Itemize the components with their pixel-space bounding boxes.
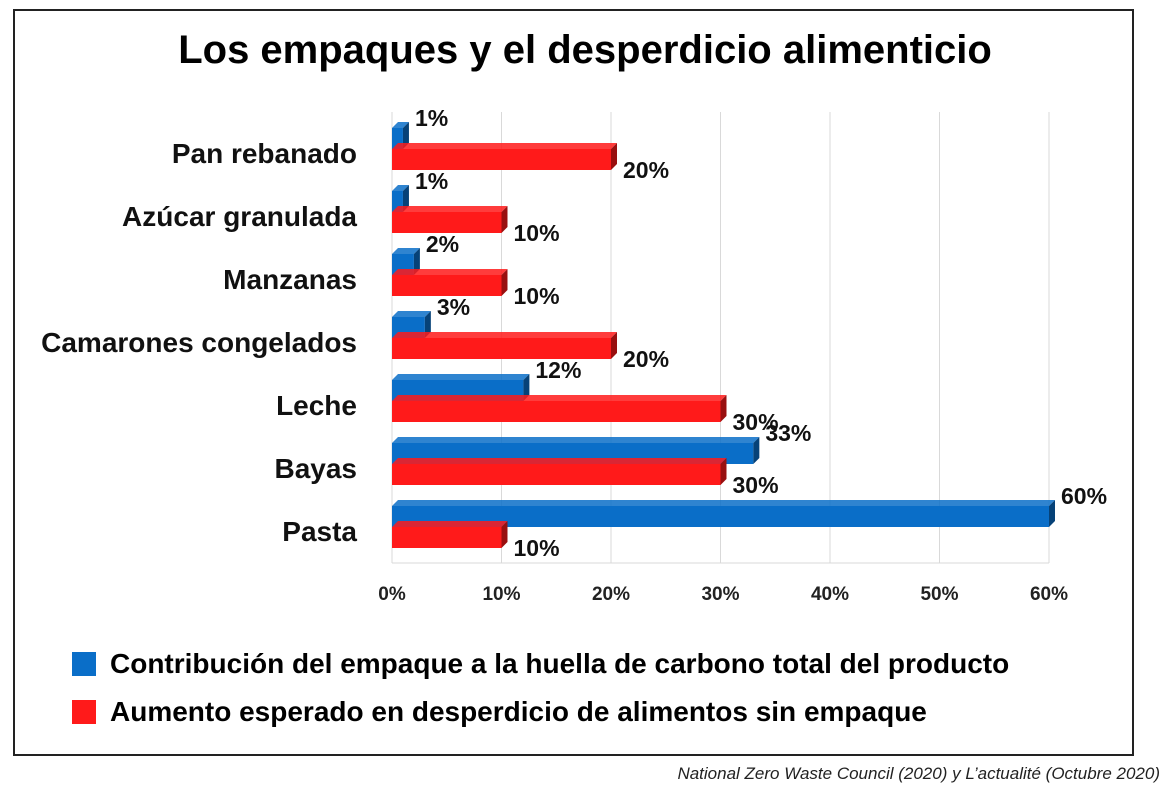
x-tick-label-0: 0% xyxy=(378,584,406,605)
bar-side-0-2 xyxy=(413,248,420,275)
bar-side-0-3 xyxy=(424,311,431,338)
x-tick-label-2: 20% xyxy=(592,584,630,605)
x-tick-label-4: 40% xyxy=(811,584,849,605)
data-label-1-3: 20% xyxy=(623,346,669,372)
chart-title: Los empaques y el desperdicio alimentici… xyxy=(178,28,992,72)
data-label-1-2: 10% xyxy=(514,283,560,309)
bar-0-6 xyxy=(392,506,1049,527)
category-label-6: Pasta xyxy=(282,516,357,547)
data-label-1-4: 30% xyxy=(733,409,779,435)
data-label-1-6: 10% xyxy=(514,535,560,561)
bar-top-0-1 xyxy=(392,185,409,191)
data-label-0-5: 33% xyxy=(765,420,811,446)
category-label-1: Azúcar granulada xyxy=(122,201,357,232)
legend-label-packaging: Contribución del empaque a la huella de … xyxy=(110,648,1010,679)
legend: Contribución del empaque a la huella de … xyxy=(72,640,1009,736)
bar-top-0-6 xyxy=(392,500,1055,506)
bar-1-3 xyxy=(392,338,611,359)
bar-top-1-2 xyxy=(392,269,508,275)
bar-side-1-2 xyxy=(501,269,508,296)
data-label-0-1: 1% xyxy=(415,168,448,194)
bar-side-0-6 xyxy=(1049,500,1055,527)
bar-1-5 xyxy=(392,464,721,485)
legend-label-waste: Aumento esperado en desperdicio de alime… xyxy=(110,696,927,727)
bar-side-0-1 xyxy=(402,185,409,212)
data-label-1-0: 20% xyxy=(623,157,669,183)
bar-top-1-4 xyxy=(392,395,727,401)
legend-swatch-blue xyxy=(72,652,96,676)
legend-item-waste: Aumento esperado en desperdicio de alime… xyxy=(72,688,1009,736)
bar-top-1-0 xyxy=(392,143,617,149)
bar-1-6 xyxy=(392,527,502,548)
category-label-0: Pan rebanado xyxy=(172,138,357,169)
x-tick-label-5: 50% xyxy=(920,584,958,605)
source-note: National Zero Waste Council (2020) y L’a… xyxy=(677,764,1160,783)
bar-side-1-4 xyxy=(720,395,727,422)
category-label-5: Bayas xyxy=(274,453,357,484)
bar-side-1-3 xyxy=(611,332,617,359)
bar-side-1-0 xyxy=(611,143,617,170)
bar-top-0-0 xyxy=(392,122,409,128)
bar-top-0-2 xyxy=(392,248,420,254)
bar-side-1-6 xyxy=(501,521,508,548)
category-label-4: Leche xyxy=(276,390,357,421)
category-label-2: Manzanas xyxy=(223,264,357,295)
bar-side-0-5 xyxy=(753,437,760,464)
legend-swatch-red xyxy=(72,700,96,724)
bar-top-1-3 xyxy=(392,332,617,338)
x-tick-label-1: 10% xyxy=(482,584,520,605)
bar-1-1 xyxy=(392,212,502,233)
data-label-0-2: 2% xyxy=(426,231,459,257)
bar-side-1-1 xyxy=(501,206,508,233)
bar-top-0-4 xyxy=(392,374,530,380)
bar-chart: 0% 10% 20% 30% 40% 50% 60% Pan rebanado 1% 20% Azú… xyxy=(41,105,1107,605)
bar-1-0 xyxy=(392,149,611,170)
bar-1-4 xyxy=(392,401,721,422)
bar-top-0-3 xyxy=(392,311,431,317)
chart-frame xyxy=(13,9,1134,756)
bar-1-2 xyxy=(392,275,502,296)
bar-0-0 xyxy=(392,128,403,149)
bar-side-0-4 xyxy=(523,374,530,401)
data-label-0-6: 60% xyxy=(1061,483,1107,509)
data-label-1-1: 10% xyxy=(514,220,560,246)
data-label-0-0: 1% xyxy=(415,105,448,131)
bar-side-0-0 xyxy=(402,122,409,149)
bar-top-0-5 xyxy=(392,437,760,443)
bar-side-1-5 xyxy=(720,458,727,485)
data-label-0-4: 12% xyxy=(535,357,581,383)
category-label-3: Camarones congelados xyxy=(41,327,357,358)
x-tick-label-3: 30% xyxy=(701,584,739,605)
data-label-0-3: 3% xyxy=(437,294,470,320)
x-tick-label-6: 60% xyxy=(1030,584,1068,605)
data-label-1-5: 30% xyxy=(733,472,779,498)
bar-0-1 xyxy=(392,191,403,212)
bar-top-1-6 xyxy=(392,521,508,527)
bar-top-1-1 xyxy=(392,206,508,212)
bar-top-1-5 xyxy=(392,458,727,464)
legend-item-packaging: Contribución del empaque a la huella de … xyxy=(72,640,1009,688)
